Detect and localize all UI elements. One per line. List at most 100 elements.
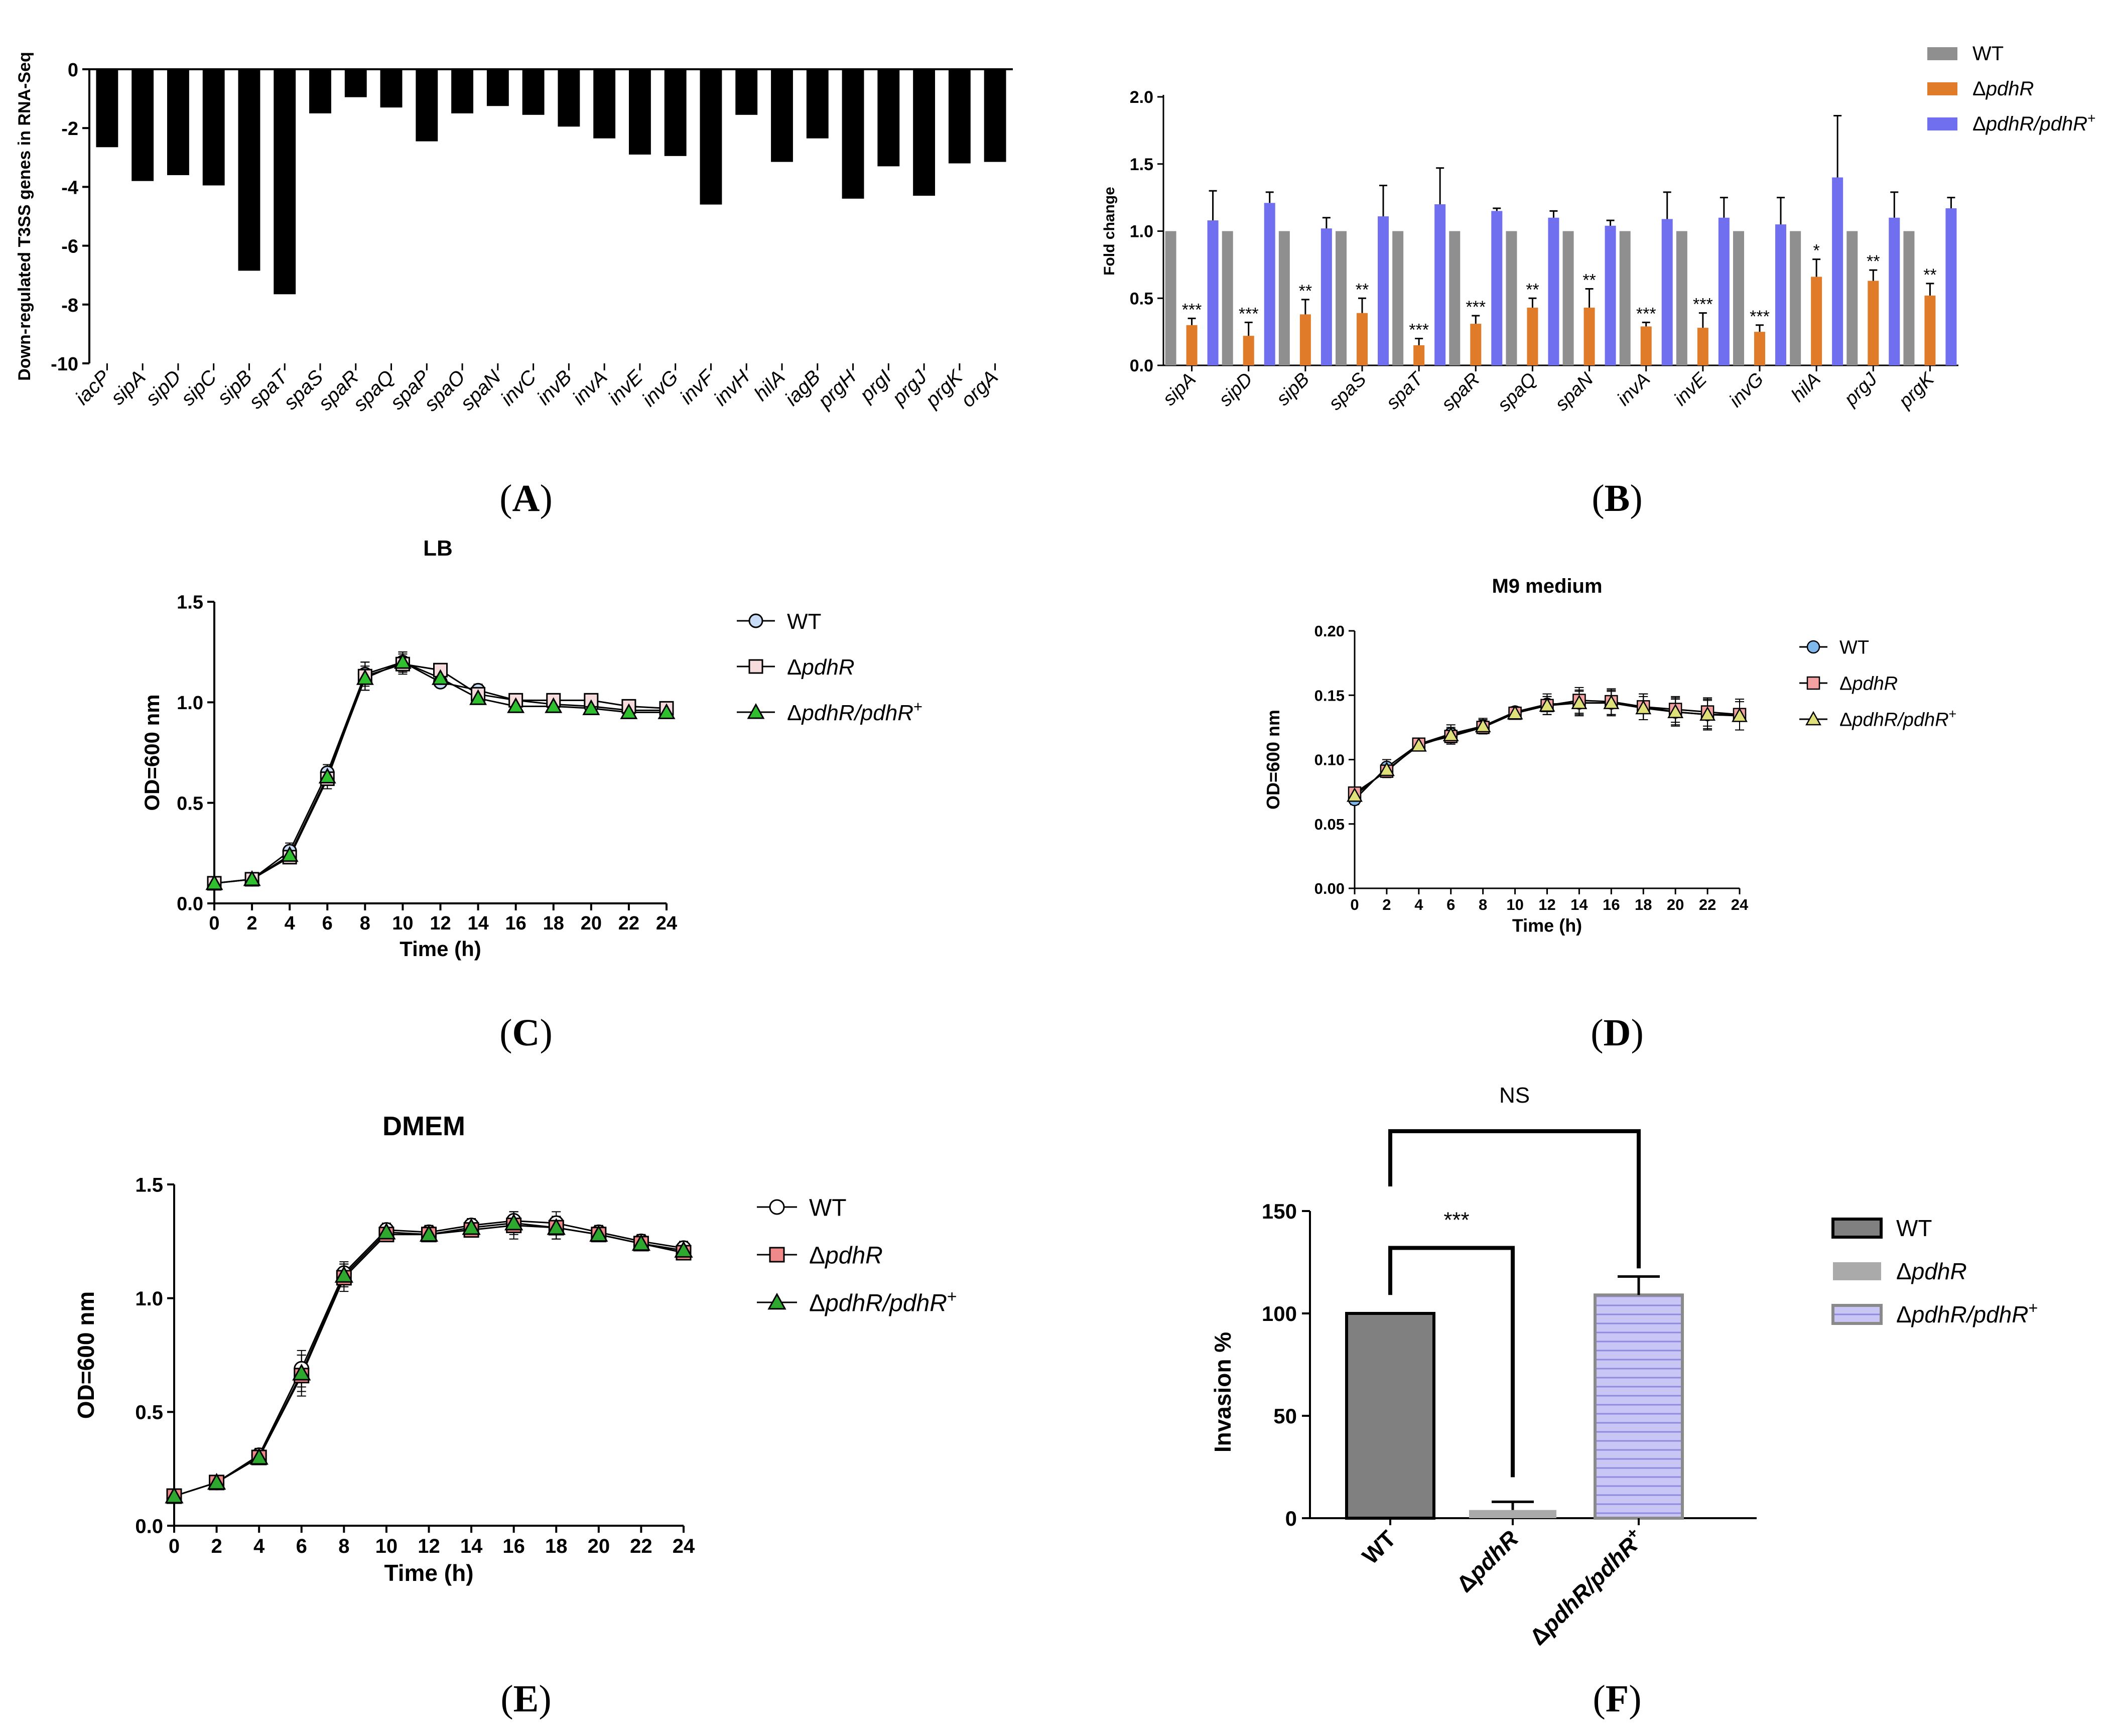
chart-title: LB — [423, 536, 453, 561]
x-tick-label: spaQ — [349, 366, 399, 416]
y-axis-title: Down-regulated T3SS genes in RNA-Seq — [15, 52, 34, 381]
x-tick-label: 2 — [1382, 896, 1391, 913]
bar-complement — [1548, 217, 1559, 365]
x-tick-label: 18 — [543, 913, 564, 934]
legend-label: WT — [809, 1194, 847, 1221]
x-tick-label: 20 — [588, 1535, 610, 1557]
bar-wt — [1790, 231, 1801, 365]
x-tick-label: invC — [496, 365, 541, 410]
y-axis-title: Invasion % — [1210, 1332, 1236, 1452]
x-tick-label: 14 — [460, 1535, 483, 1557]
data-point-triangle — [1539, 697, 1555, 712]
x-tick-label: invB — [533, 366, 576, 409]
x-tick-label: ΔpdhR — [1451, 1525, 1523, 1597]
y-axis-title: OD=600 nm — [73, 1291, 99, 1419]
x-tick-label: invA — [1613, 369, 1654, 410]
data-point-triangle — [205, 874, 223, 890]
legend-swatch — [1831, 1304, 1883, 1325]
data-point-triangle — [419, 1225, 439, 1242]
bar — [486, 69, 509, 106]
y-tick-label: 50 — [1273, 1404, 1297, 1428]
x-tick-label: WT — [1357, 1525, 1401, 1569]
bar-pdhr — [1186, 325, 1198, 365]
series-line — [214, 663, 667, 884]
panel-label-a: (A) — [499, 477, 553, 519]
legend-label: ΔpdhR — [1972, 78, 2034, 100]
series-line — [174, 1225, 684, 1497]
y-tick-label: 0.00 — [1314, 880, 1345, 897]
y-tick-label: 1.5 — [1130, 155, 1153, 174]
bar-wt — [1903, 231, 1915, 365]
x-tick-label: spaT — [1382, 368, 1428, 414]
legend-marker — [769, 1199, 785, 1215]
data-point-triangle — [377, 1223, 396, 1240]
bar-complement — [1945, 208, 1957, 365]
legend-label: ΔpdhR/pdhR+ — [1896, 1299, 2038, 1327]
x-tick-label: invA — [568, 366, 611, 409]
bar-complement — [1207, 220, 1219, 365]
x-tick-label: spaQ — [1494, 369, 1541, 416]
bar-wt — [1392, 231, 1404, 365]
data-point-triangle — [582, 699, 600, 715]
x-tick-label: 0 — [169, 1535, 180, 1557]
bar-complement — [1434, 204, 1446, 365]
panel-label-c: (C) — [499, 1012, 553, 1054]
panel-label-e: (E) — [500, 1678, 551, 1720]
bar — [1594, 1293, 1684, 1520]
data-point-triangle — [1603, 695, 1620, 709]
x-tick-label: 10 — [375, 1535, 398, 1557]
y-tick-label: -4 — [61, 177, 78, 198]
y-tick-label: -8 — [61, 295, 78, 316]
x-tick-label: 8 — [1479, 896, 1487, 913]
significance-mark: *** — [1750, 307, 1770, 326]
significance-bracket — [1388, 1246, 1515, 1478]
bar-pdhr — [1470, 324, 1482, 365]
series-line — [174, 1220, 684, 1497]
x-tick-label: invG — [1725, 369, 1768, 412]
x-tick-label: 12 — [430, 913, 451, 934]
bar — [593, 69, 616, 139]
y-tick-label: -6 — [61, 236, 78, 257]
significance-mark: ** — [1526, 280, 1539, 299]
x-tick-label: 6 — [1446, 896, 1455, 913]
x-tick-label: invF — [676, 365, 719, 408]
x-tick-label: 10 — [1506, 896, 1523, 913]
bar-pdhr — [1243, 336, 1254, 365]
bar-complement — [1321, 228, 1332, 365]
x-tick-label: ΔpdhR/pdhR+ — [1523, 1524, 1649, 1650]
y-tick-label: 0.5 — [177, 793, 203, 814]
significance-mark: ** — [1582, 271, 1596, 290]
bar — [558, 69, 580, 127]
x-tick-label: 16 — [502, 1535, 525, 1557]
bar-wt — [1562, 231, 1574, 365]
series-line — [214, 661, 667, 884]
x-tick-label: 18 — [545, 1535, 568, 1557]
bar-wt — [1449, 231, 1461, 365]
bar-complement — [1605, 225, 1616, 365]
x-tick-label: 4 — [253, 1535, 265, 1557]
data-point-triangle — [631, 1234, 651, 1251]
panel-a-chart: 0 -2 -4 -6 -8 -10 Down-regulated T3SS genes in… — [15, 52, 1013, 416]
bar — [664, 69, 687, 156]
x-tick-label: spaR — [314, 366, 363, 415]
legend-swatch — [1833, 1262, 1881, 1280]
legend-label: ΔpdhR — [1839, 674, 1898, 695]
y-tick-label: 0.20 — [1314, 622, 1345, 640]
bar — [522, 69, 545, 115]
x-tick-label: 14 — [467, 913, 488, 934]
bar-pdhr — [1640, 326, 1652, 365]
bar-pdhr — [1754, 332, 1765, 365]
x-tick-label: spaN — [456, 366, 505, 415]
data-point-triangle — [249, 1447, 269, 1465]
series-line — [174, 1222, 684, 1497]
legend-marker — [769, 1247, 785, 1263]
x-tick-label: iagB — [780, 366, 825, 410]
y-axis-title: OD=600 nm — [140, 694, 164, 811]
panel-d-chart: 0.000.050.100.150.200 2 4 6 8 10 12 14 16 18 20 22 2… — [1263, 575, 1956, 936]
x-tick-label: spaN — [1551, 368, 1598, 415]
legend-marker — [1806, 640, 1820, 654]
x-tick-label: prgK — [1895, 368, 1939, 413]
